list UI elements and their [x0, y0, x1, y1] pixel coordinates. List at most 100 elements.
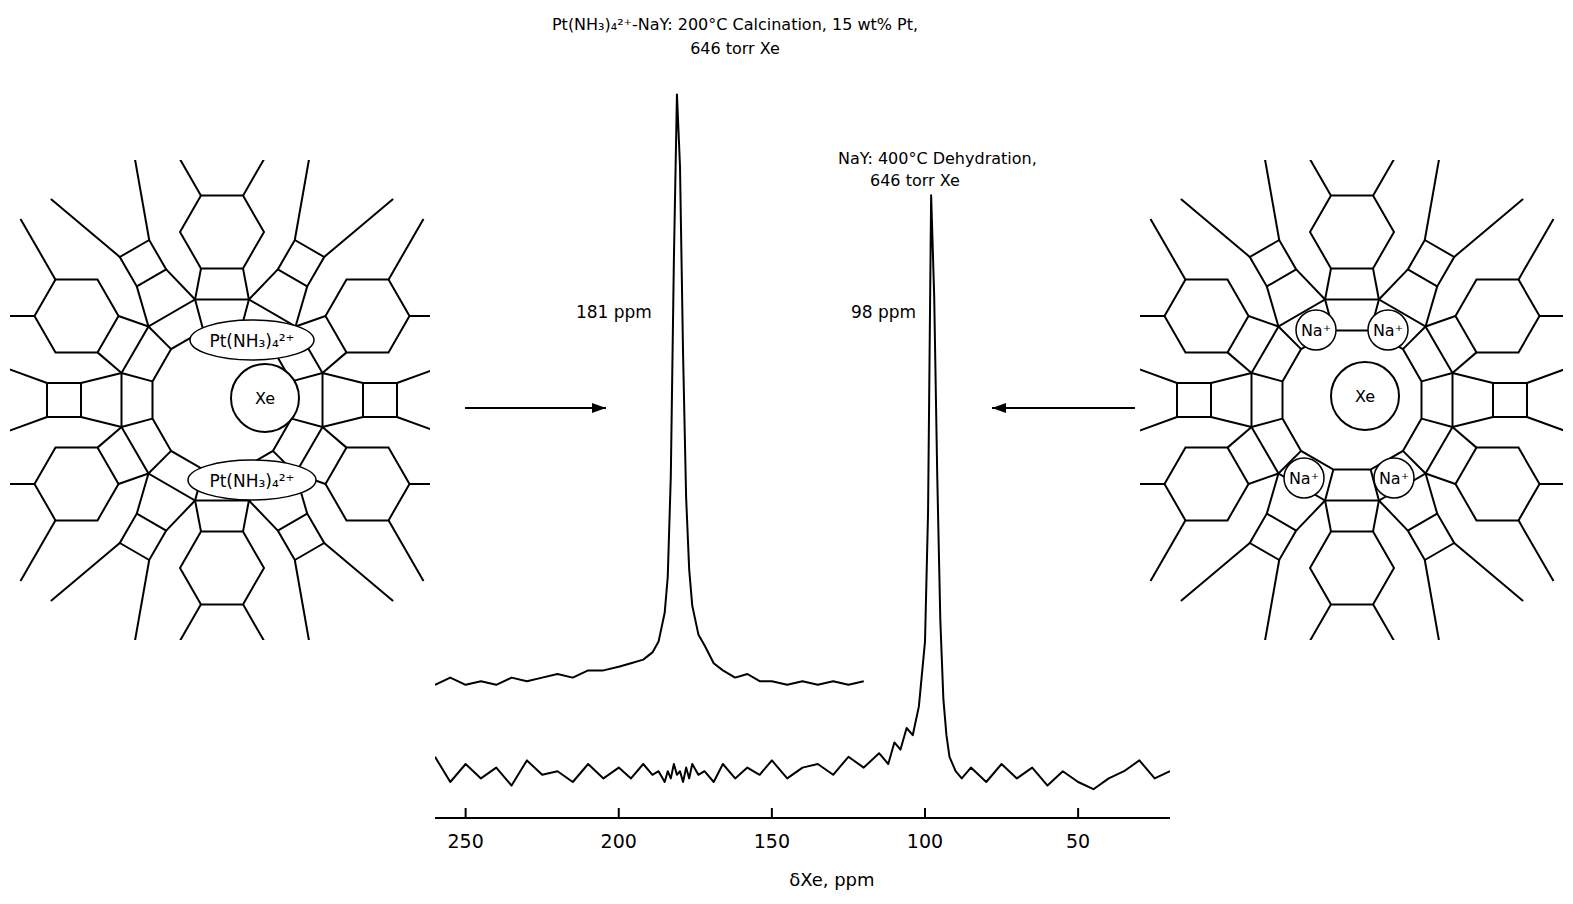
cage-edge: [1140, 417, 1177, 448]
cage-ring: [1456, 280, 1540, 353]
cage-edge: [1426, 474, 1438, 514]
cage-edge: [322, 417, 363, 427]
cage-edge: [1228, 352, 1252, 373]
x-tick: [1077, 808, 1079, 818]
cage-framework: [10, 160, 430, 640]
series-title: NaY: 400°C Dehydration,: [838, 149, 1037, 168]
x-tick-label: 100: [907, 830, 943, 852]
cage-edge: [10, 315, 35, 317]
cage-ring: [1252, 300, 1453, 501]
cage-edge: [243, 268, 249, 299]
cage-ring: [1283, 331, 1422, 470]
cage-ring: [363, 383, 397, 417]
cage-edge: [1249, 474, 1279, 484]
x-tick-label: 250: [447, 830, 483, 852]
cage-edge: [1140, 352, 1177, 383]
cage-ring: [122, 300, 323, 501]
cage-edge: [195, 500, 201, 531]
cage-edge: [1539, 483, 1563, 485]
cage-edge: [1454, 199, 1523, 257]
cage-edge: [1211, 417, 1252, 427]
cation-ellipse: [188, 460, 316, 500]
cage-edge: [166, 269, 195, 299]
spectrum-line: [435, 94, 864, 684]
cage-edge: [1527, 352, 1563, 383]
series-group: [435, 94, 1170, 789]
x-tick: [465, 808, 467, 818]
cage-edge: [148, 326, 171, 349]
cage-edge: [409, 483, 430, 485]
cage-edge: [1373, 604, 1408, 640]
cage-edge: [1452, 417, 1493, 427]
cage-ring: [326, 280, 410, 353]
cage-edge: [166, 160, 201, 196]
cage-edge: [397, 417, 430, 448]
cage-edge: [292, 419, 323, 427]
cage-edge: [324, 543, 393, 601]
figure: 25020015010050δXe, ppm181 ppmPt(NH₃)₄²⁺-…: [0, 0, 1573, 904]
arrow-shaft: [465, 407, 606, 409]
cage-edge: [1373, 500, 1379, 531]
cage-edge: [1325, 268, 1331, 299]
xe-atom: [231, 364, 299, 432]
cage-edge: [1422, 373, 1453, 381]
cage-ring: [180, 532, 264, 605]
cage-edge: [21, 219, 56, 280]
cage-ring: [1408, 240, 1454, 286]
cage-edge: [51, 543, 120, 601]
cage-edge: [1140, 315, 1165, 317]
cage-edge: [1426, 316, 1456, 326]
cage-edge: [1422, 419, 1453, 427]
cage-edge: [1296, 160, 1331, 196]
cage-edge: [1211, 373, 1252, 383]
cage-edge: [166, 604, 201, 640]
cage-edge: [324, 199, 393, 257]
na-label: Na⁺: [1289, 469, 1319, 488]
cage-edge: [148, 451, 171, 474]
na-cation: [1374, 458, 1414, 498]
cage-edge: [296, 316, 326, 326]
arrow-head: [592, 403, 606, 413]
cage-edge: [1425, 560, 1441, 640]
cage-edge: [1539, 315, 1563, 317]
cage-edge: [296, 286, 308, 326]
cage-edge: [249, 500, 278, 530]
cage-edge: [1426, 474, 1456, 484]
cation-ellipse: [190, 320, 314, 360]
cage-edge: [1296, 604, 1331, 640]
xe-atom: [1331, 362, 1399, 430]
cage-edge: [1379, 269, 1408, 299]
x-tick: [924, 808, 926, 818]
cage-edge: [1151, 219, 1186, 280]
cage-edge: [137, 474, 149, 514]
cage-edge: [122, 373, 153, 381]
na-label: Na⁺: [1301, 321, 1331, 340]
cage-edge: [1151, 520, 1186, 581]
cage-edge: [292, 373, 323, 381]
cage-edge: [1249, 316, 1279, 326]
cage-edge: [1252, 419, 1283, 427]
cage-edge: [243, 160, 278, 196]
na-cation: [1284, 458, 1324, 498]
cage-edge: [388, 520, 423, 581]
spectrum-line: [435, 195, 1170, 789]
arrow-shaft: [992, 407, 1135, 409]
series-title: 646 torr Xe: [870, 171, 960, 190]
cation-label: Pt(NH₃)₄²⁺: [209, 331, 294, 351]
cation-label: Pt(NH₃)₄²⁺: [209, 471, 294, 491]
cage-edge: [1267, 474, 1279, 514]
cage-edge: [10, 417, 47, 448]
cage-edge: [1518, 219, 1553, 280]
xe-label: Xe: [1355, 387, 1375, 406]
cage-ring: [35, 448, 119, 521]
cage-edge: [1252, 373, 1283, 381]
cage-ring: [35, 280, 119, 353]
cage-edge: [1454, 543, 1523, 601]
cage-ring: [278, 514, 324, 560]
cage-ring: [1165, 280, 1249, 353]
cage-edge: [1267, 286, 1279, 326]
cage-ring: [47, 383, 81, 417]
cage-edge: [1296, 269, 1325, 299]
cage-ring: [1250, 514, 1296, 560]
cage-edge: [134, 160, 150, 240]
